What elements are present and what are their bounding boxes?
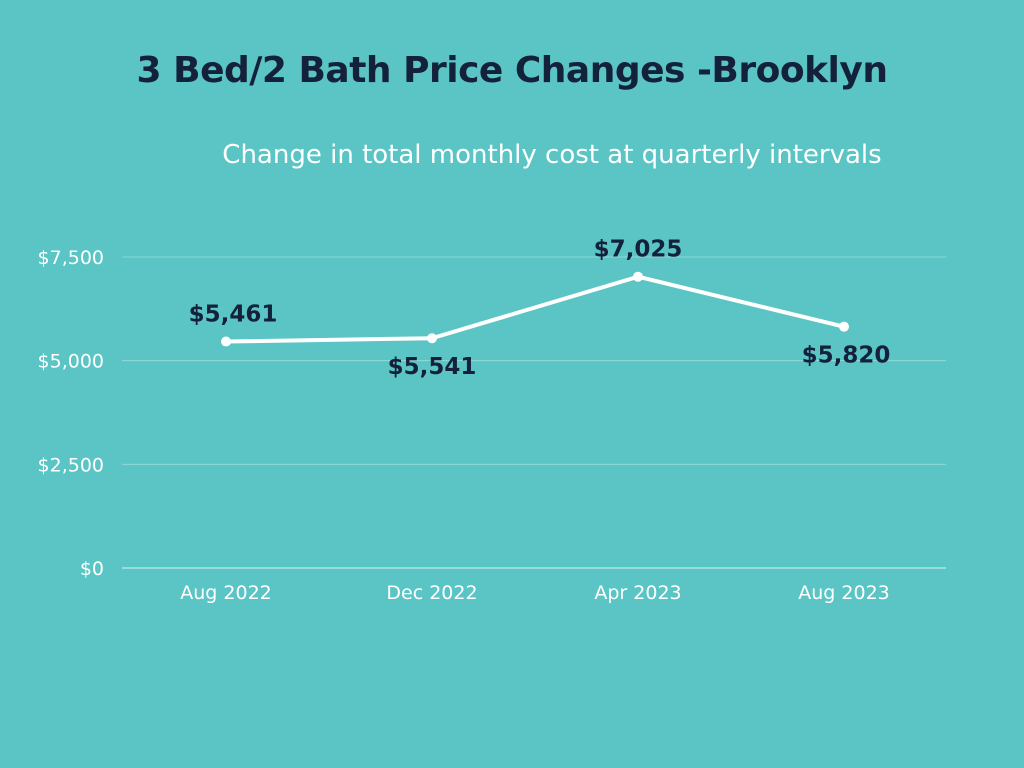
data-label: $7,025	[594, 237, 683, 263]
data-label: $5,541	[388, 354, 477, 380]
y-axis-ticks: $0 $2,500 $5,000 $7,500	[38, 247, 104, 580]
data-point	[427, 333, 437, 344]
y-tick-label: $0	[80, 558, 104, 580]
gridlines	[122, 256, 946, 569]
x-tick-label: Aug 2022	[180, 582, 272, 604]
series-line	[224, 274, 846, 344]
data-label: $5,820	[802, 343, 891, 369]
x-tick-label: Dec 2022	[386, 582, 477, 604]
data-labels: $5,461 $5,541 $7,025 $5,820	[189, 237, 891, 381]
data-label: $5,461	[189, 302, 278, 328]
data-point	[839, 321, 849, 332]
chart-subtitle: Change in total monthly cost at quarterl…	[222, 140, 882, 170]
data-point	[633, 271, 643, 282]
x-tick-label: Apr 2023	[594, 582, 681, 604]
chart-title: 3 Bed/2 Bath Price Changes -Brooklyn	[136, 50, 888, 91]
y-tick-label: $2,500	[38, 454, 104, 476]
y-tick-label: $5,000	[38, 351, 104, 373]
data-point	[221, 336, 231, 347]
series-line-path	[224, 274, 846, 344]
y-tick-label: $7,500	[38, 247, 104, 269]
series-points	[221, 271, 849, 347]
x-axis-ticks: Aug 2022 Dec 2022 Apr 2023 Aug 2023	[180, 582, 890, 604]
x-tick-label: Aug 2023	[798, 582, 890, 604]
